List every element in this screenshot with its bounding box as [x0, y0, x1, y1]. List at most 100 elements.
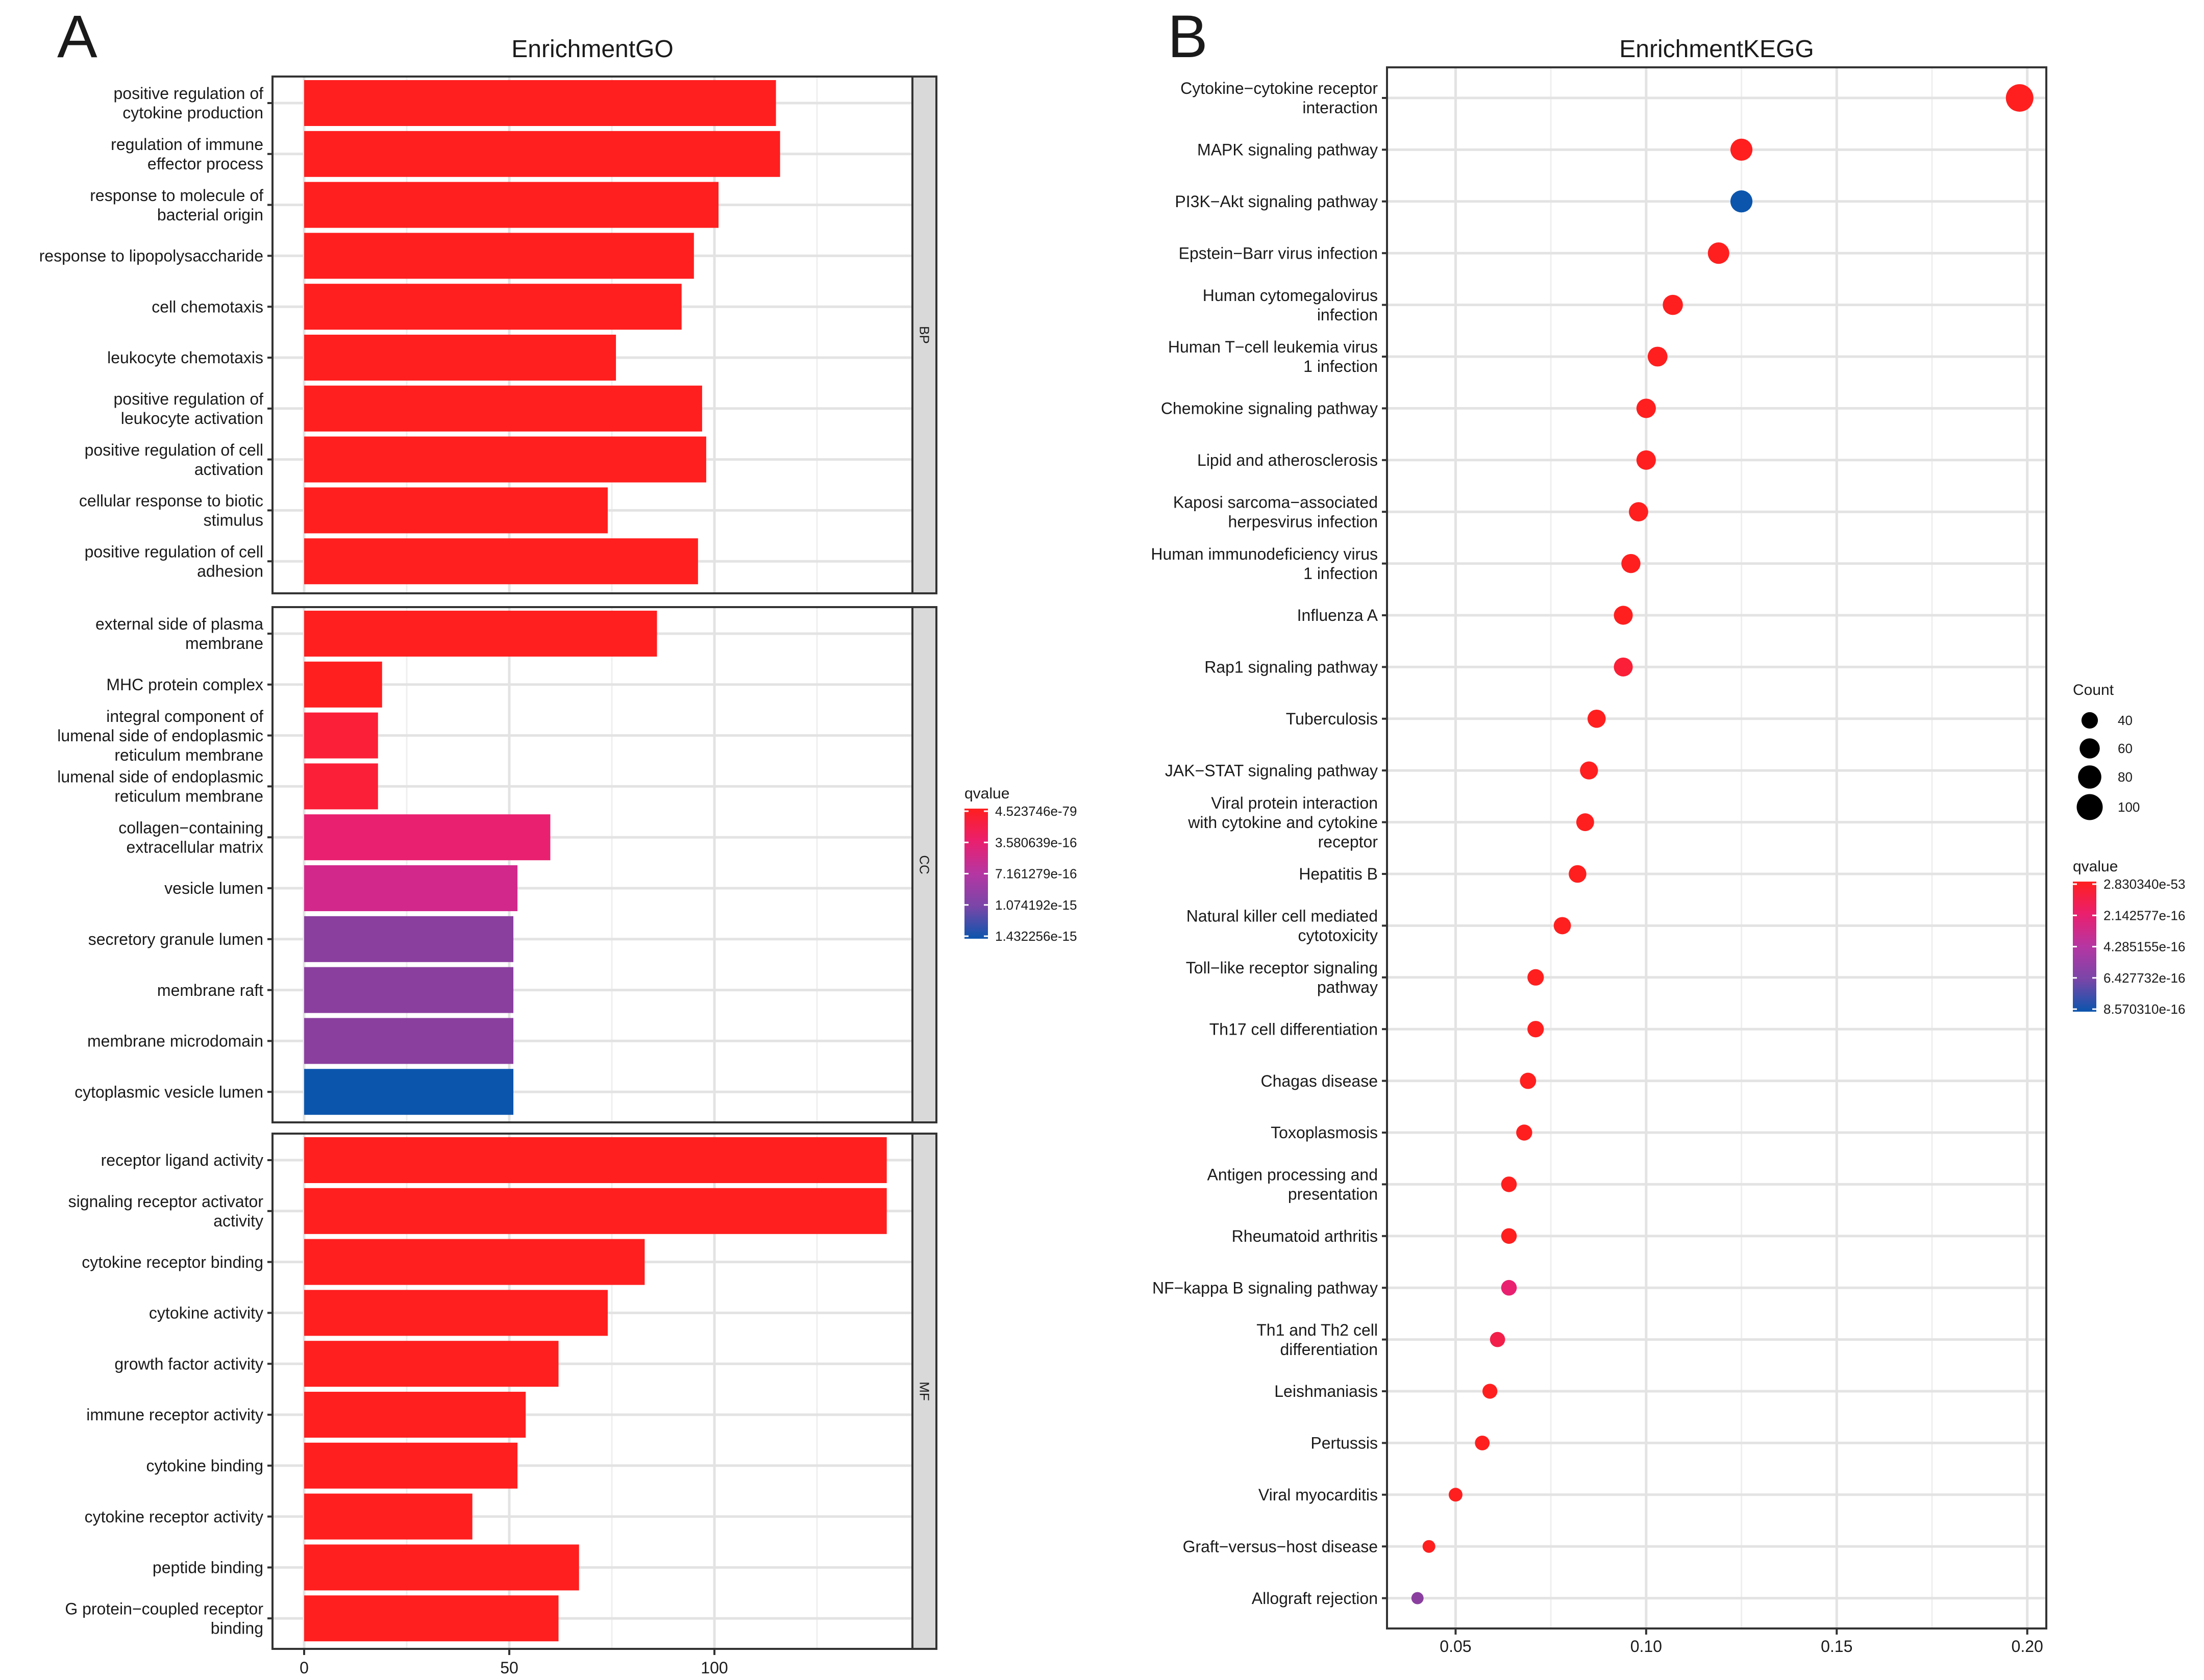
size-legend-dot — [2078, 765, 2101, 789]
point-16 — [1553, 917, 1571, 935]
y-tick-label: Chemokine signaling pathway — [1161, 399, 1378, 418]
bar-cc-8 — [304, 1018, 514, 1064]
y-tick-label: cellular response to biotic stimulus — [79, 492, 263, 530]
y-tick-label: membrane microdomain — [87, 1032, 263, 1050]
bar-bp-1 — [304, 131, 780, 177]
colorbar-label: 2.142577e-16 — [2103, 908, 2185, 923]
size-legend-label: 60 — [2118, 741, 2133, 756]
point-1 — [1730, 138, 1753, 161]
point-29 — [1411, 1592, 1424, 1604]
y-tick-label: Viral protein interaction with cytokine a… — [1187, 794, 1378, 851]
y-tick-label: Influenza A — [1297, 606, 1378, 624]
y-tick-label: Th1 and Th2 cell differentiation — [1256, 1321, 1378, 1359]
point-6 — [1636, 398, 1656, 418]
y-tick-label: Th17 cell differentiation — [1209, 1020, 1378, 1038]
point-9 — [1621, 554, 1641, 573]
y-tick-label: Pertussis — [1310, 1434, 1378, 1452]
bar-mf-1 — [304, 1188, 887, 1234]
y-tick-label: Leishmaniasis — [1274, 1382, 1378, 1400]
point-18 — [1527, 1021, 1544, 1038]
y-tick-label: positive regulation of cell adhesion — [85, 542, 263, 580]
y-tick-label: Hepatitis B — [1299, 865, 1378, 883]
y-tick-label: Toll−like receptor signaling pathway — [1186, 959, 1378, 996]
x-tick-label: 50 — [500, 1659, 518, 1677]
bar-cc-2 — [304, 712, 378, 759]
x-tick-label: 0.20 — [2012, 1637, 2043, 1656]
point-4 — [1663, 294, 1683, 315]
size-legend-dot — [2076, 794, 2103, 820]
y-tick-label: Viral myocarditis — [1258, 1486, 1378, 1504]
y-tick-label: Human immunodeficiency virus 1 infection — [1151, 545, 1378, 583]
y-tick-label: secretory granule lumen — [88, 930, 263, 948]
y-tick-label: cytokine receptor binding — [82, 1253, 263, 1271]
colorbar-label: 3.580639e-16 — [995, 835, 1077, 850]
facet-strip-label: BP — [917, 326, 932, 344]
y-tick-label: Graft−versus−host disease — [1183, 1537, 1378, 1556]
y-tick-label: MHC protein complex — [106, 675, 263, 694]
y-tick-label: Allograft rejection — [1252, 1589, 1378, 1608]
point-8 — [1628, 502, 1648, 522]
bar-cc-3 — [304, 763, 378, 810]
point-0 — [2005, 84, 2034, 112]
y-tick-label: Human T−cell leukemia virus 1 infection — [1168, 338, 1378, 375]
x-tick-label: 0 — [300, 1659, 309, 1677]
point-22 — [1501, 1228, 1517, 1244]
y-tick-label: Epstein−Barr virus infection — [1179, 244, 1378, 262]
facet-strip — [911, 76, 937, 594]
y-tick-label: integral component of lumenal side of end… — [57, 707, 263, 764]
bar-cc-4 — [304, 814, 551, 861]
y-tick-label: Tuberculosis — [1286, 710, 1378, 728]
y-tick-label: collagen−containing extracellular matrix — [118, 818, 263, 856]
y-tick-label: JAK−STAT signaling pathway — [1165, 761, 1378, 780]
point-12 — [1587, 709, 1606, 728]
bar-mf-6 — [304, 1442, 518, 1489]
y-tick-label: Chagas disease — [1261, 1072, 1378, 1090]
point-11 — [1614, 657, 1633, 676]
y-tick-label: response to lipopolysaccharide — [39, 247, 263, 265]
point-20 — [1516, 1124, 1532, 1141]
bar-bp-8 — [304, 487, 608, 534]
plot-panel — [1387, 67, 2046, 1628]
facet-strip — [911, 1133, 937, 1650]
y-tick-label: regulation of immune effector process — [111, 135, 263, 173]
colorbar-label: 7.161279e-16 — [995, 866, 1077, 882]
bar-cc-1 — [304, 661, 382, 708]
y-tick-label: lumenal side of endoplasmic reticulum mem… — [57, 768, 263, 806]
size-legend-dot — [2081, 712, 2098, 729]
y-tick-label: response to molecule of bacterial origin — [90, 186, 263, 224]
x-tick-label: 0.10 — [1630, 1637, 1662, 1656]
point-28 — [1422, 1540, 1435, 1553]
point-10 — [1614, 606, 1633, 625]
bar-mf-2 — [304, 1239, 645, 1285]
point-15 — [1569, 865, 1587, 883]
point-27 — [1448, 1488, 1463, 1502]
y-tick-label: Cytokine−cytokine receptor interaction — [1180, 79, 1378, 117]
y-tick-label: receptor ligand activity — [101, 1151, 263, 1169]
y-tick-label: positive regulation of cytokine productio… — [113, 84, 263, 122]
bar-bp-4 — [304, 284, 682, 330]
bar-mf-4 — [304, 1341, 559, 1387]
y-tick-label: membrane raft — [157, 981, 263, 999]
point-5 — [1647, 346, 1668, 367]
bar-cc-9 — [304, 1069, 514, 1115]
bar-bp-9 — [304, 538, 698, 585]
point-3 — [1707, 242, 1729, 264]
bar-bp-2 — [304, 182, 719, 228]
bar-mf-7 — [304, 1493, 473, 1540]
chart-title: EnrichmentGO — [511, 36, 673, 63]
legend-title: qvalue — [2073, 858, 2118, 875]
y-tick-label: cytokine binding — [146, 1457, 263, 1475]
y-tick-label: Human cytomegalovirus infection — [1203, 286, 1378, 324]
kegg-dot-chart: EnrichmentKEGG Cytokine−cytokine receptor… — [1151, 36, 2185, 1656]
y-tick-label: cytokine activity — [149, 1304, 263, 1322]
bar-bp-0 — [304, 80, 776, 126]
bar-mf-9 — [304, 1595, 559, 1642]
point-13 — [1580, 761, 1598, 780]
bar-mf-5 — [304, 1392, 526, 1438]
y-tick-label: leukocyte chemotaxis — [107, 348, 263, 367]
bar-bp-6 — [304, 385, 702, 432]
bar-cc-6 — [304, 916, 514, 962]
point-7 — [1636, 450, 1656, 470]
bar-cc-0 — [304, 611, 657, 657]
colorbar-label: 1.432256e-15 — [995, 929, 1077, 944]
